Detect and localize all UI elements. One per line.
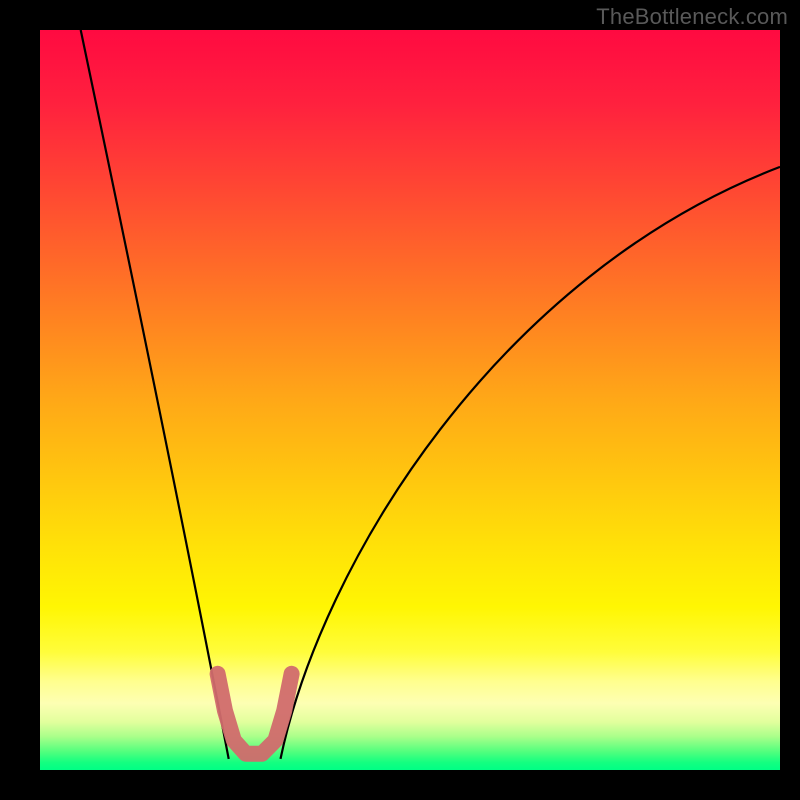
plot-background (40, 30, 780, 770)
chart-container: TheBottleneck.com (0, 0, 800, 800)
watermark-text: TheBottleneck.com (596, 4, 788, 30)
chart-svg (0, 0, 800, 800)
